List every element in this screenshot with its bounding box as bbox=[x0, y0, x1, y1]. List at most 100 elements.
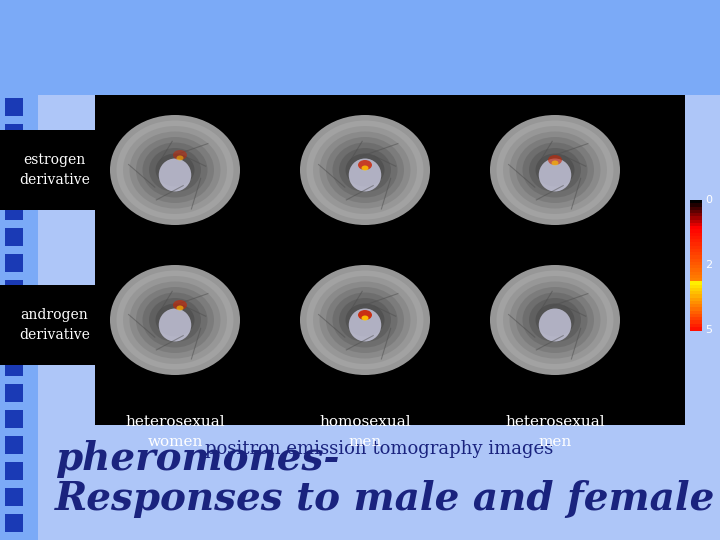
Ellipse shape bbox=[536, 303, 575, 336]
Ellipse shape bbox=[497, 120, 613, 219]
Ellipse shape bbox=[130, 281, 220, 359]
Ellipse shape bbox=[136, 137, 214, 203]
Ellipse shape bbox=[158, 308, 192, 341]
Ellipse shape bbox=[173, 150, 187, 160]
Text: positron emission tomography images: positron emission tomography images bbox=[205, 440, 553, 458]
Bar bbox=[690, 226, 702, 230]
Bar bbox=[690, 230, 702, 233]
Ellipse shape bbox=[552, 160, 559, 165]
Ellipse shape bbox=[490, 265, 620, 375]
Ellipse shape bbox=[516, 137, 594, 203]
Ellipse shape bbox=[300, 265, 430, 375]
Bar bbox=[5, 488, 23, 506]
Bar bbox=[95, 95, 685, 425]
Bar bbox=[690, 249, 702, 253]
Ellipse shape bbox=[348, 308, 382, 341]
Bar bbox=[690, 265, 702, 269]
Bar bbox=[690, 222, 702, 227]
Bar bbox=[690, 210, 702, 214]
Ellipse shape bbox=[300, 115, 430, 225]
Bar bbox=[690, 275, 702, 279]
Bar bbox=[690, 314, 702, 318]
Bar bbox=[5, 436, 23, 454]
Ellipse shape bbox=[313, 126, 417, 214]
Ellipse shape bbox=[326, 137, 404, 203]
Bar bbox=[690, 288, 702, 292]
Ellipse shape bbox=[339, 298, 391, 342]
Ellipse shape bbox=[539, 159, 571, 192]
Ellipse shape bbox=[503, 126, 607, 214]
Ellipse shape bbox=[361, 165, 369, 171]
Bar bbox=[690, 285, 702, 289]
Text: pheromones-: pheromones- bbox=[55, 440, 340, 478]
Bar bbox=[690, 262, 702, 266]
Ellipse shape bbox=[173, 300, 187, 310]
Ellipse shape bbox=[510, 281, 600, 359]
Bar bbox=[5, 150, 23, 168]
Text: heterosexual
men: heterosexual men bbox=[505, 415, 605, 449]
Bar bbox=[690, 281, 702, 286]
Ellipse shape bbox=[333, 143, 397, 198]
Bar bbox=[690, 272, 702, 276]
Text: 2: 2 bbox=[705, 260, 712, 270]
Ellipse shape bbox=[123, 126, 227, 214]
Ellipse shape bbox=[539, 308, 571, 341]
Bar bbox=[690, 252, 702, 256]
Bar bbox=[690, 323, 702, 328]
Bar bbox=[5, 46, 23, 64]
Bar bbox=[690, 278, 702, 282]
Bar bbox=[690, 304, 702, 308]
Ellipse shape bbox=[149, 298, 201, 342]
Bar bbox=[5, 514, 23, 532]
Ellipse shape bbox=[136, 287, 214, 353]
Ellipse shape bbox=[156, 153, 194, 186]
Bar bbox=[690, 242, 702, 246]
Bar bbox=[5, 124, 23, 142]
Ellipse shape bbox=[503, 276, 607, 364]
Ellipse shape bbox=[346, 153, 384, 186]
Bar bbox=[690, 219, 702, 224]
Ellipse shape bbox=[156, 303, 194, 336]
Ellipse shape bbox=[346, 303, 384, 336]
Text: androgen
derivative: androgen derivative bbox=[19, 308, 90, 342]
Bar bbox=[5, 462, 23, 480]
Ellipse shape bbox=[158, 159, 192, 192]
Ellipse shape bbox=[361, 315, 369, 321]
Bar bbox=[690, 203, 702, 207]
Ellipse shape bbox=[333, 293, 397, 348]
Ellipse shape bbox=[123, 276, 227, 364]
Bar bbox=[0, 0, 38, 540]
Bar bbox=[690, 233, 702, 237]
Bar bbox=[690, 310, 702, 315]
Bar bbox=[5, 228, 23, 246]
Bar bbox=[690, 255, 702, 260]
Ellipse shape bbox=[176, 306, 184, 310]
Text: heterosexual
women: heterosexual women bbox=[125, 415, 225, 449]
Ellipse shape bbox=[358, 310, 372, 320]
Ellipse shape bbox=[176, 156, 184, 160]
Bar bbox=[5, 254, 23, 272]
Bar bbox=[5, 384, 23, 402]
Bar bbox=[5, 0, 23, 12]
Bar bbox=[0, 0, 720, 95]
Ellipse shape bbox=[307, 271, 423, 369]
Ellipse shape bbox=[117, 120, 233, 219]
Ellipse shape bbox=[490, 115, 620, 225]
Ellipse shape bbox=[523, 293, 588, 348]
Ellipse shape bbox=[348, 159, 382, 192]
Bar bbox=[0, 285, 110, 365]
Bar bbox=[690, 246, 702, 249]
Bar bbox=[690, 236, 702, 240]
Ellipse shape bbox=[143, 143, 207, 198]
Bar bbox=[5, 20, 23, 38]
Bar bbox=[690, 298, 702, 302]
Ellipse shape bbox=[529, 298, 581, 342]
Bar bbox=[5, 98, 23, 116]
Text: 5: 5 bbox=[705, 325, 712, 335]
Text: estrogen
derivative: estrogen derivative bbox=[19, 153, 90, 187]
Bar bbox=[690, 206, 702, 211]
Ellipse shape bbox=[548, 155, 562, 165]
Ellipse shape bbox=[143, 293, 207, 348]
Ellipse shape bbox=[110, 265, 240, 375]
Bar bbox=[690, 239, 702, 243]
